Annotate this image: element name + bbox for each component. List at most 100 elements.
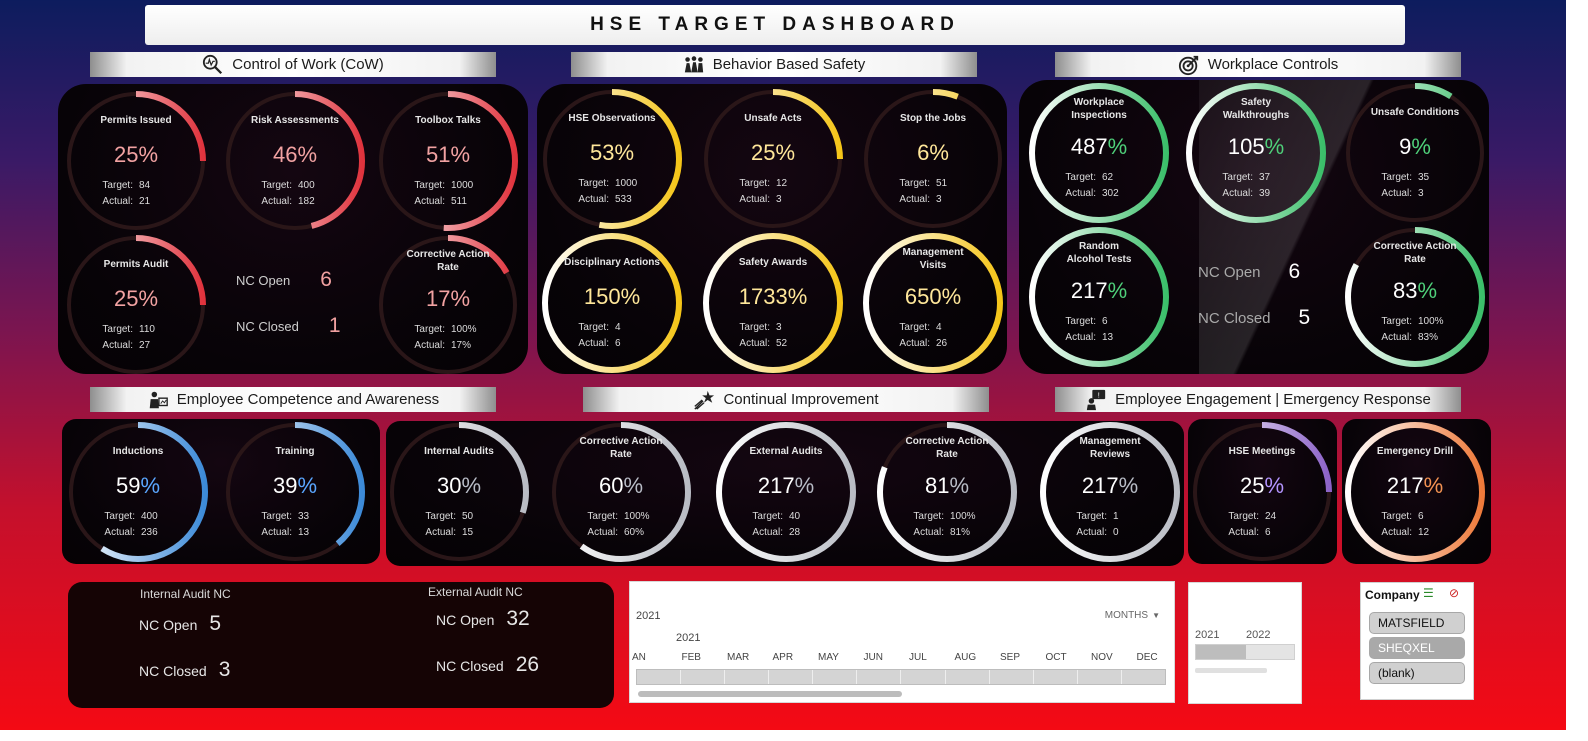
slicer-item-blank[interactable]: (blank): [1369, 662, 1465, 684]
presenter-icon: [149, 391, 168, 408]
gauge-actual-row: Actual: 81%: [908, 527, 998, 538]
gauge-target-row: Target: 1000: [409, 180, 499, 191]
month-label[interactable]: DEC: [1136, 652, 1158, 663]
actual-value: 21: [139, 196, 151, 207]
gauge-arc: [66, 91, 206, 231]
target-label: Target:: [261, 511, 292, 522]
gauge-bbs-stop-the-jobs: Stop the Jobs 6% Target: 51 Actual: 3: [860, 86, 1006, 232]
nc-value: 1: [328, 314, 341, 337]
month-label[interactable]: JUN: [863, 652, 883, 663]
gauge-percent: 650%: [860, 284, 1006, 310]
month-label[interactable]: MAY: [818, 652, 839, 663]
section-header-bbs: Behavior Based Safety: [571, 52, 977, 77]
target-value: 100%: [1418, 316, 1444, 327]
month-label[interactable]: SEP: [1000, 652, 1021, 663]
percent-sign: %: [450, 142, 471, 167]
timeline-bar[interactable]: [636, 669, 1166, 685]
percent-value: 30: [436, 473, 462, 498]
timeline-slicer[interactable]: 2021 MONTHS ▼ 2021 AN FEB MAR APR MAY JUN JUL A…: [629, 581, 1175, 703]
gauge-cow-car: Corrective Action Rate 17% Target: 100% Actua…: [375, 232, 521, 378]
actual-label: Actual:: [1381, 188, 1412, 199]
nc-label: NC Open: [436, 612, 495, 628]
month-labels: AN FEB MAR APR MAY JUN JUL AUG SEP OCT NOV DEC: [632, 652, 1166, 666]
month-label[interactable]: OCT: [1045, 652, 1067, 663]
gauge-ring: [1029, 83, 1169, 223]
gauge-percent: 46%: [222, 142, 368, 168]
period-dropdown[interactable]: MONTHS ▼: [1105, 610, 1160, 622]
gauge-arc: [66, 235, 206, 375]
year-scrollbar[interactable]: [1195, 668, 1267, 673]
slicer-item-matsfield[interactable]: MATSFIELD: [1369, 612, 1465, 634]
gauge-ring: [1040, 422, 1180, 562]
clear-filter-icon[interactable]: ⊘: [1449, 586, 1460, 600]
percent-value: 105: [1227, 134, 1265, 159]
actual-label: Actual:: [578, 194, 609, 205]
gauge-label-line2: Alcohol Tests: [1066, 254, 1132, 265]
gauge-eer-hse-meetings: HSE Meetings 25% Target: 24 Actual: 6: [1189, 419, 1335, 565]
gauge-wpc-car: Corrective Action Rate 83% Target: 100% Actua…: [1342, 224, 1488, 370]
gauge-percent: 51%: [375, 142, 521, 168]
gauge-ci-car-internal: Corrective Action Rate 60% Target: 100% Actua…: [548, 419, 694, 565]
target-value: 40: [789, 511, 801, 522]
gauge-label: HSE Meetings: [1228, 446, 1296, 457]
target-label: Target:: [261, 180, 292, 191]
percent-value: 217: [1386, 473, 1424, 498]
gauge-ring: [703, 89, 843, 229]
panel-wpc: [1019, 80, 1489, 374]
timeline-year: 2021: [636, 610, 661, 622]
month-label[interactable]: FEB: [681, 652, 701, 663]
actual-label: Actual:: [739, 338, 770, 349]
gauge-arc: [551, 422, 691, 562]
nc-value: 6: [1288, 260, 1301, 283]
gauge-percent: 217%: [1037, 473, 1183, 499]
actual-label: Actual:: [425, 527, 456, 538]
gauge-ring: [863, 89, 1003, 229]
nc-label: NC Open: [236, 272, 291, 288]
percent-value: 53: [589, 140, 615, 165]
percent-value: 83: [1392, 278, 1418, 303]
percent-value: 25: [1239, 473, 1265, 498]
internal-audit-nc-title: Internal Audit NC: [140, 587, 231, 601]
percent-value: 25: [750, 140, 776, 165]
gauge-arc: [1345, 227, 1485, 367]
gauge-arc: [863, 233, 1003, 373]
target-label: Target:: [1381, 316, 1412, 327]
gauge-percent: 487%: [1026, 134, 1172, 160]
gauge-ci-external-audits: External Audits 217% Target: 40 Actual: 28: [713, 419, 859, 565]
month-label[interactable]: AN: [632, 652, 646, 663]
percent-sign: %: [1118, 473, 1139, 498]
year-bar[interactable]: [1195, 644, 1295, 660]
actual-value: 3: [936, 194, 942, 205]
year-slicer[interactable]: 2021 2022: [1188, 582, 1302, 704]
audit-nc-panel: Internal Audit NC NC Open 5 NC Closed 3 …: [68, 582, 614, 708]
month-label[interactable]: MAR: [727, 652, 750, 663]
timeline-scrollbar[interactable]: [638, 691, 902, 697]
gauge-ring: [716, 422, 856, 562]
section-header-ci: Continual Improvement: [583, 387, 989, 412]
target-label: Target:: [1381, 511, 1412, 522]
gauge-arc: [1186, 83, 1326, 223]
gauge-actual-row: Actual: 3: [894, 194, 984, 205]
month-label[interactable]: JUL: [909, 652, 927, 663]
gauge-ring: [66, 235, 206, 375]
month-label[interactable]: NOV: [1091, 652, 1113, 663]
slicer-item-sheqxel[interactable]: SHEQXEL: [1369, 637, 1465, 659]
cow-nc-closed: NC Closed 1: [236, 314, 341, 338]
month-label[interactable]: APR: [772, 652, 794, 663]
actual-value: 12: [1418, 527, 1430, 538]
gauge-percent: 25%: [1189, 473, 1335, 499]
gauge-target-row: Target: 62: [1060, 172, 1150, 183]
multi-select-icon[interactable]: ☰: [1423, 586, 1434, 600]
target-label: Target:: [587, 511, 618, 522]
gauge-label: Inductions: [112, 446, 164, 457]
section-title: Employee Competence and Awareness: [176, 391, 440, 408]
percent-value: 217: [1070, 278, 1108, 303]
target-value: 6: [1418, 511, 1424, 522]
gauge-label-line2: Rate: [610, 449, 632, 460]
percent-sign: %: [1411, 134, 1431, 159]
percent-value: 81: [924, 473, 950, 498]
target-value: 6: [1102, 316, 1108, 327]
gauge-label: Toolbox Talks: [415, 115, 481, 126]
percent-value: 1733: [738, 284, 788, 309]
month-label[interactable]: AUG: [954, 652, 977, 663]
